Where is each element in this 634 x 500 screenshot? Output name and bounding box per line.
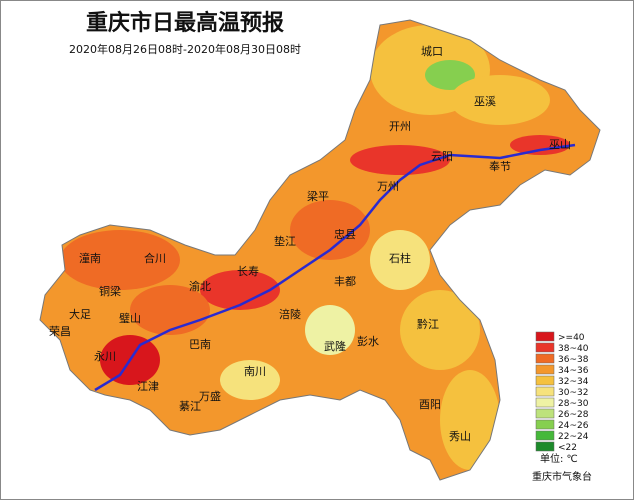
place-label: 荣昌	[49, 325, 71, 338]
place-label: 潼南	[79, 251, 101, 265]
place-label: 万州	[377, 180, 399, 193]
legend-swatch	[535, 419, 555, 430]
legend-label: 32~34	[558, 377, 589, 387]
place-label: 云阳	[431, 150, 453, 163]
legend-label: 24~26	[558, 421, 589, 431]
source: 重庆市气象台	[532, 470, 592, 483]
place-label: 巫山	[549, 138, 571, 151]
legend-label: 22~24	[558, 432, 589, 442]
legend-label: 30~32	[558, 388, 588, 398]
legend-label: 26~28	[558, 410, 589, 420]
place-label: 开州	[389, 120, 411, 133]
legend-label: >=40	[558, 333, 585, 343]
place-label: 黔江	[417, 317, 439, 331]
place-label: 武隆	[324, 339, 346, 353]
place-label: 合川	[144, 251, 166, 265]
place-label: 丰都	[334, 275, 356, 288]
boundary	[39, 19, 601, 481]
legend-swatch	[535, 386, 555, 397]
legend-swatch	[535, 408, 555, 419]
legend-unit: 单位: ℃	[540, 452, 578, 465]
legend-swatch	[535, 353, 555, 364]
place-label: 万盛	[199, 389, 221, 403]
place-label: 巴南	[189, 338, 211, 351]
place-label: 綦江	[179, 400, 201, 413]
place-label: 巫溪	[474, 95, 496, 108]
place-label: 大足	[69, 307, 91, 321]
legend-label: <22	[558, 443, 577, 453]
place-label: 渝北	[189, 279, 211, 293]
place-label: 酉阳	[419, 398, 441, 411]
place-label: 江津	[137, 380, 159, 393]
place-label: 石柱	[389, 251, 411, 265]
legend-swatch	[535, 397, 555, 408]
legend-swatch	[535, 441, 555, 452]
legend-swatch	[535, 331, 555, 342]
place-label: 奉节	[489, 159, 511, 173]
place-label: 铜梁	[99, 284, 121, 298]
place-label: 南川	[244, 365, 266, 378]
place-label: 涪陵	[279, 307, 301, 321]
place-label: 垫江	[274, 234, 296, 248]
subtitle: 2020年08月26日08时-2020年08月30日08时	[69, 42, 301, 56]
place-label: 永川	[94, 349, 116, 363]
legend-swatch	[535, 430, 555, 441]
place-label: 秀山	[449, 430, 471, 443]
yangtze-river	[94, 143, 576, 392]
legend-label: 34~36	[558, 366, 589, 376]
place-label: 璧山	[119, 311, 141, 325]
place-label: 彭水	[357, 334, 379, 348]
place-label: 城口	[421, 45, 443, 58]
title: 重庆市日最高温预报	[86, 10, 284, 36]
legend-label: 28~30	[558, 399, 589, 409]
place-label: 梁平	[307, 189, 329, 203]
legend-label: 38~40	[558, 344, 589, 354]
legend-swatch	[535, 342, 555, 353]
legend-swatch	[535, 364, 555, 375]
legend-swatch	[535, 375, 555, 386]
place-label: 忠县	[334, 228, 356, 241]
place-label: 长寿	[237, 264, 259, 278]
legend-label: 36~38	[558, 355, 589, 365]
